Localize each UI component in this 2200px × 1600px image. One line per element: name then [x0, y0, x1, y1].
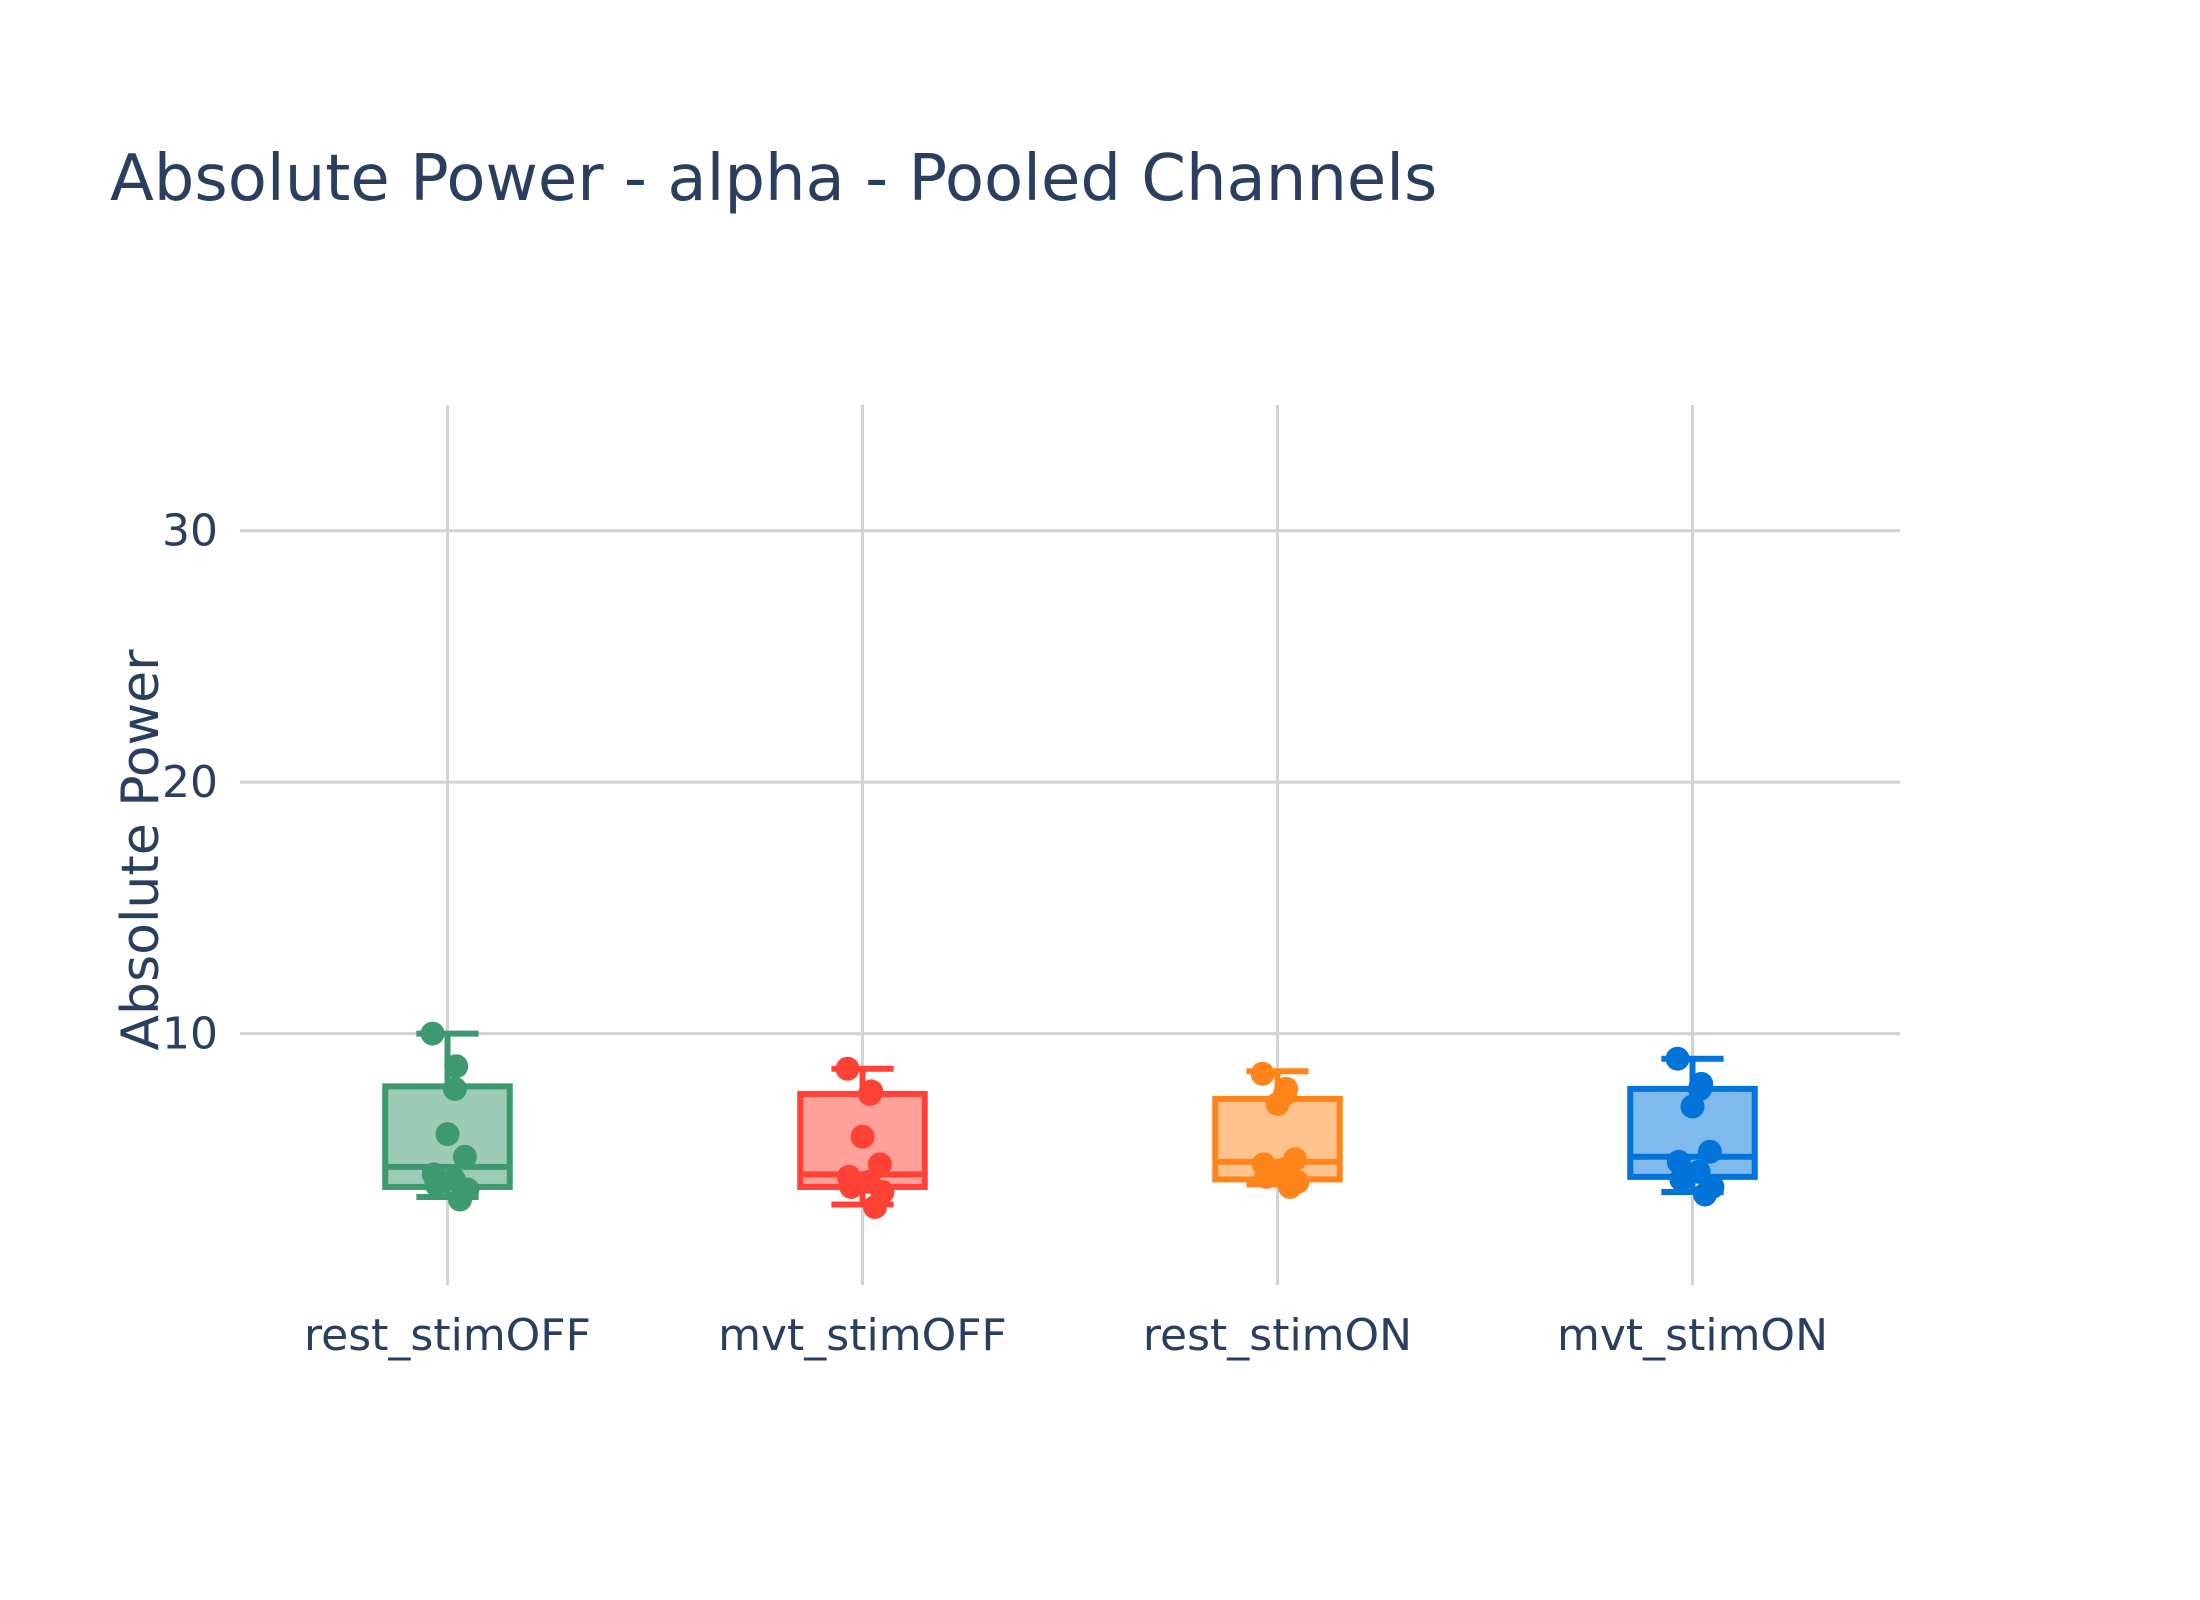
x-tick-label-mvt_stimON: mvt_stimON [1557, 1310, 1828, 1361]
y-tick-label-20: 20 [162, 757, 218, 808]
data-point [444, 1054, 469, 1079]
data-point [435, 1122, 460, 1147]
box-mvt_stimOFF [797, 1056, 928, 1220]
data-point [442, 1076, 467, 1101]
data-point [1250, 1061, 1275, 1086]
y-tick-label-10: 10 [162, 1009, 218, 1060]
data-point [1277, 1174, 1302, 1199]
y-tick-label-30: 30 [162, 506, 218, 557]
data-point [867, 1152, 892, 1177]
data-point [447, 1187, 472, 1212]
data-point [424, 1172, 449, 1197]
data-point [1669, 1167, 1694, 1192]
data-point [835, 1056, 860, 1081]
data-point [850, 1124, 875, 1149]
box-rest_stimON [1212, 1061, 1343, 1199]
data-point [1665, 1046, 1690, 1071]
y-axis-ticks: 10 20 30 [162, 506, 218, 1060]
x-axis-ticks: rest_stimOFF mvt_stimOFF rest_stimON mvt_st… [304, 1310, 1828, 1361]
data-point [1265, 1091, 1290, 1116]
box-layer [382, 1021, 1758, 1220]
data-point [1692, 1182, 1717, 1207]
data-point [452, 1144, 477, 1169]
data-point [1254, 1164, 1279, 1189]
data-point [1680, 1094, 1705, 1119]
y-axis-title: Absolute Power [111, 649, 171, 1051]
x-tick-label-mvt_stimOFF: mvt_stimOFF [718, 1310, 1007, 1361]
data-point [420, 1021, 445, 1046]
grid-layer [240, 405, 1900, 1285]
x-tick-label-rest_stimON: rest_stimON [1143, 1310, 1412, 1361]
data-point [839, 1174, 864, 1199]
data-point [857, 1081, 882, 1106]
x-tick-label-rest_stimOFF: rest_stimOFF [304, 1310, 591, 1361]
box-mvt_stimON [1627, 1046, 1758, 1207]
data-point [862, 1195, 887, 1220]
chart-title: Absolute Power - alpha - Pooled Channels [110, 142, 1437, 216]
data-point [1666, 1149, 1691, 1174]
box-rest_stimOFF [382, 1021, 513, 1212]
data-point [1697, 1139, 1722, 1164]
